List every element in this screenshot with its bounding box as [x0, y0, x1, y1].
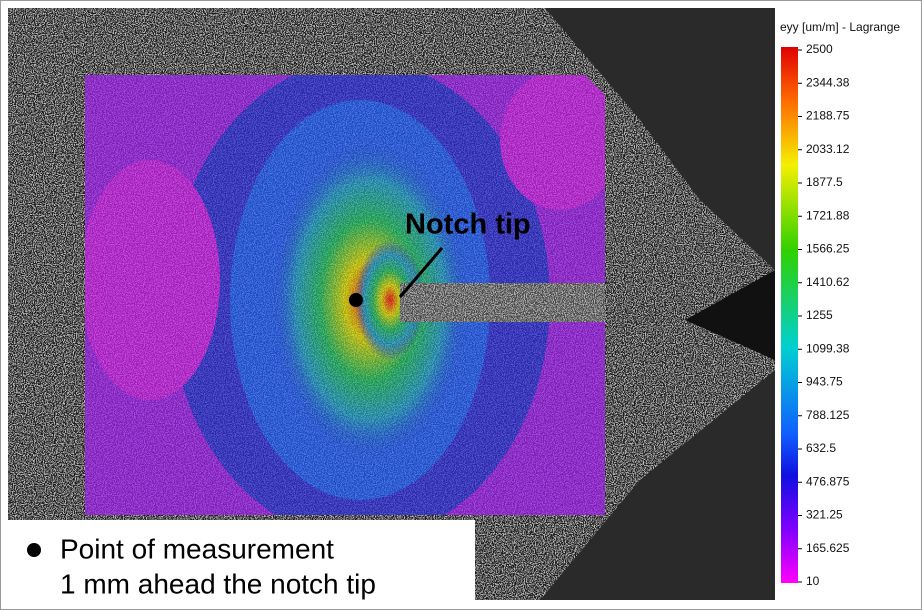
- tick-label: 165.625: [806, 541, 850, 555]
- tick-label: 1099.38: [806, 341, 850, 355]
- tick-label: 476.875: [806, 474, 850, 488]
- tick-label: 788.125: [806, 408, 850, 422]
- notch: [400, 283, 605, 322]
- tick-label: 2188.75: [806, 109, 850, 123]
- tick-label: 1255: [806, 308, 833, 322]
- page: Notch tip Point of measurement 1 mm ahea…: [0, 0, 922, 610]
- tick-label: 2033.12: [806, 142, 850, 156]
- tick-label: 2500: [806, 42, 833, 56]
- annotation: Notch tip: [405, 209, 531, 241]
- measurement-point: [349, 293, 363, 307]
- tick-label: 2344.38: [806, 75, 850, 89]
- colorbar: [781, 47, 798, 583]
- legend-line: Point of measurement: [60, 533, 334, 564]
- colorbar-title: eyy [um/m] - Lagrange: [780, 20, 900, 34]
- tick-label: 1566.25: [806, 242, 850, 256]
- tick-label: 943.75: [806, 375, 843, 389]
- tick-label: 632.5: [806, 441, 836, 455]
- legend-dot: [27, 543, 41, 557]
- tick-label: 1410.62: [806, 275, 850, 289]
- tick-label: 1721.88: [806, 208, 850, 222]
- tick-label: 321.25: [806, 508, 843, 522]
- tick-label: 1877.5: [806, 175, 843, 189]
- tick-label: 10: [806, 574, 820, 588]
- legend-line: 1 mm ahead the notch tip: [60, 568, 376, 599]
- dic-figure: Notch tip Point of measurement 1 mm ahea…: [0, 0, 922, 610]
